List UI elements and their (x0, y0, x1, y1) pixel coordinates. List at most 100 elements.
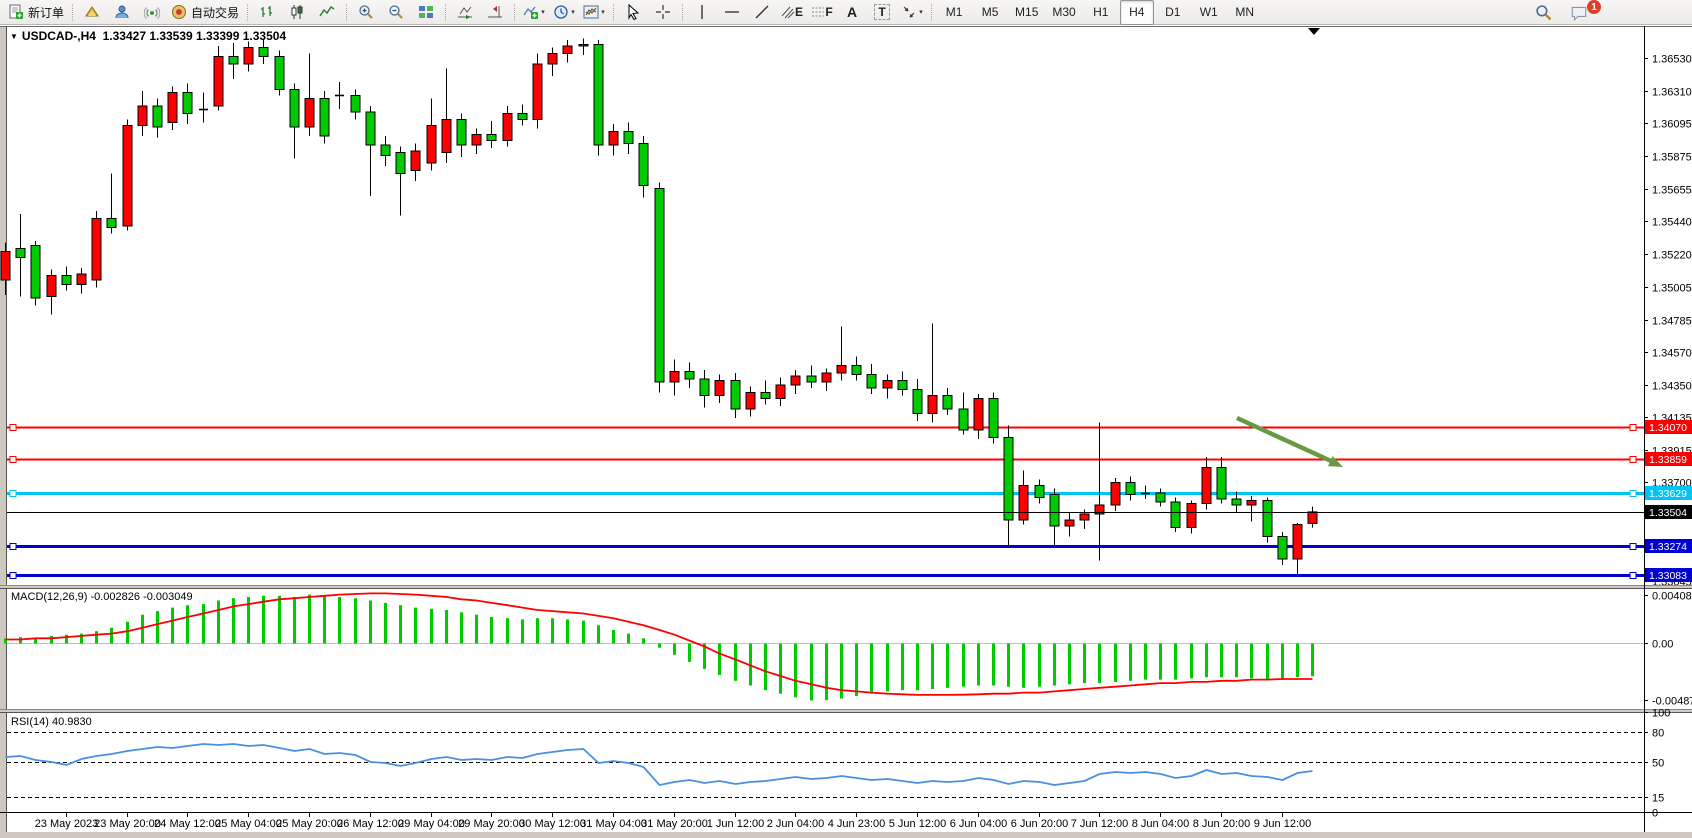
search-button[interactable] (1528, 1, 1558, 24)
candle (152, 105, 163, 128)
indicators-button[interactable]: ▾ (519, 1, 549, 24)
zoom-out-button[interactable] (381, 1, 411, 24)
new-order-button[interactable]: 新订单 (4, 1, 68, 24)
horizontal-line-button[interactable] (717, 1, 747, 24)
timeframe-button-mn[interactable]: MN (1235, 5, 1255, 19)
toolbar-separator (514, 3, 516, 21)
timeframe-button-h1[interactable]: H1 (1093, 5, 1109, 19)
candle (1125, 482, 1136, 495)
crosshair-button[interactable] (648, 1, 678, 24)
toolbar-right-icons: 1 (1528, 0, 1601, 24)
timeframe-button-m15[interactable]: M15 (1015, 5, 1039, 19)
candle (638, 143, 649, 186)
candle (1262, 500, 1273, 537)
trendline-button[interactable] (747, 1, 777, 24)
bar-chart-icon (261, 6, 273, 17)
candle (1307, 511, 1318, 524)
candle (958, 408, 969, 431)
vertical-line-icon (701, 5, 703, 19)
rsi-axis-label: 50 (1652, 758, 1664, 770)
price-axis-label: 1.34350 (1652, 381, 1692, 393)
price-tag: 1.33504 (1649, 507, 1687, 519)
candle (973, 398, 984, 431)
candle (654, 188, 665, 383)
candle (0, 251, 11, 281)
date-axis-label: 26 May 12:00 (337, 818, 404, 830)
templates-button[interactable]: ▾ (579, 1, 609, 24)
arrows-icon (903, 6, 915, 18)
new-chart-button[interactable] (77, 1, 107, 24)
profiles-icon (115, 5, 129, 19)
date-axis-label: 31 May 04:00 (580, 818, 647, 830)
timeframe-button-h4[interactable]: H4 (1119, 0, 1154, 25)
signals-button[interactable] (137, 1, 167, 24)
cursor-button[interactable] (618, 1, 648, 24)
chart-symbol-period: USDCAD-,H4 (21, 29, 96, 43)
date-axis-label: 5 Jun 12:00 (889, 818, 947, 830)
fibonacci-button[interactable]: F (807, 1, 837, 24)
candle (1094, 504, 1105, 515)
zoom-in-button[interactable] (351, 1, 381, 24)
candle (106, 218, 117, 228)
auto-scroll-button[interactable] (450, 1, 480, 24)
label-button[interactable]: T (867, 1, 897, 24)
chart-shift-marker (1308, 28, 1320, 35)
line-chart-button[interactable] (312, 1, 342, 24)
fibonacci-icon (812, 7, 825, 17)
candle (456, 119, 467, 146)
candle (1003, 437, 1014, 521)
candle (15, 248, 26, 258)
timeframe-button-m1[interactable]: M1 (945, 5, 963, 19)
autotrading-icon (172, 5, 187, 19)
candle (699, 378, 710, 396)
candle (547, 53, 558, 65)
channel-button[interactable]: E (777, 1, 807, 24)
candle (486, 134, 497, 141)
notifications-button[interactable]: 1 (1564, 0, 1601, 24)
new-chart-icon (85, 6, 99, 17)
autotrading-button[interactable]: 自动交易 (167, 1, 243, 24)
candle (836, 365, 847, 374)
vertical-line-button[interactable] (687, 1, 717, 24)
toolbar-separator (613, 3, 615, 21)
candle (61, 275, 72, 285)
notification-badge: 1 (1587, 0, 1601, 14)
candle (502, 113, 513, 141)
candle (91, 218, 102, 281)
bar-chart-button[interactable] (252, 1, 282, 24)
price-axis-label: 1.34785 (1652, 316, 1692, 328)
candle (775, 384, 786, 399)
candle (927, 395, 938, 414)
tile-windows-icon (419, 6, 434, 18)
auto-scroll-icon (458, 6, 473, 19)
candlestick-button[interactable] (282, 1, 312, 24)
timeframe-button-m5[interactable]: M5 (981, 5, 999, 19)
crosshair-icon (656, 5, 671, 19)
candle (912, 389, 923, 414)
price-tag: 1.34070 (1649, 422, 1687, 434)
candle (441, 119, 452, 153)
date-axis-label: 31 May 20:00 (641, 818, 708, 830)
timeframe-button-m30[interactable]: M30 (1052, 5, 1076, 19)
tile-windows-button[interactable] (411, 1, 441, 24)
periods-button[interactable]: ▾ (549, 1, 579, 24)
arrows-button[interactable]: ▾ (897, 1, 927, 24)
price-axis-label: 1.36095 (1652, 119, 1692, 131)
text-button[interactable]: A (837, 1, 867, 24)
candle (532, 63, 543, 120)
chart-shift-button[interactable] (480, 1, 510, 24)
candle (1170, 501, 1181, 528)
candle (745, 392, 756, 410)
date-axis-label: 29 May 20:00 (458, 818, 525, 830)
timeframe-button-d1[interactable]: D1 (1165, 5, 1181, 19)
candle (1201, 467, 1212, 504)
candle (46, 275, 57, 297)
candle (289, 89, 300, 128)
zoom-in-icon (359, 5, 373, 19)
timeframe-button-w1[interactable]: W1 (1199, 5, 1218, 19)
candle (1018, 485, 1029, 521)
profiles-button[interactable] (107, 1, 137, 24)
candle (319, 98, 330, 137)
chevron-down-icon: ▾ (571, 9, 575, 16)
